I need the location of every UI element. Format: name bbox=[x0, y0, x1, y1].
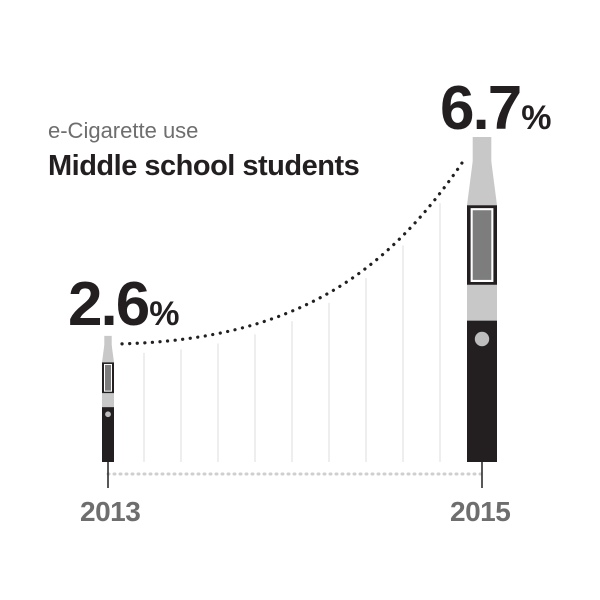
data-label-2015-value: 6.7 bbox=[440, 74, 522, 143]
bar-2015-ecig bbox=[467, 137, 497, 488]
trend-dotted-line bbox=[120, 155, 468, 346]
grid-lines bbox=[143, 203, 441, 462]
chart-subtitle: e-Cigarette use bbox=[48, 118, 199, 143]
chart-title: Middle school students bbox=[48, 150, 360, 182]
bar-2013-band bbox=[102, 393, 114, 408]
bar-2015-tip bbox=[467, 161, 497, 206]
x-tick-2013: 2013 bbox=[80, 496, 141, 527]
data-label-2015: 6.7% bbox=[440, 78, 551, 140]
bar-2015-tank-liquid bbox=[472, 210, 492, 280]
bar-2015-mouthpiece bbox=[472, 137, 492, 164]
bar-2013-mouthpiece bbox=[104, 335, 112, 348]
data-label-2015-unit: % bbox=[521, 99, 552, 137]
bar-2013-button bbox=[105, 411, 111, 418]
bar-2013-ecig bbox=[102, 335, 114, 488]
bar-2015-band bbox=[467, 284, 497, 321]
bar-2015-button bbox=[474, 331, 490, 347]
bar-2013-tip bbox=[102, 345, 114, 363]
data-label-2013: 2.6% bbox=[68, 274, 179, 336]
x-tick-2015: 2015 bbox=[450, 496, 511, 527]
bar-2013-tank-liquid bbox=[105, 364, 111, 391]
data-label-2013-value: 2.6 bbox=[68, 270, 150, 339]
bar-2013-battery bbox=[102, 407, 114, 462]
data-label-2013-unit: % bbox=[149, 295, 180, 333]
